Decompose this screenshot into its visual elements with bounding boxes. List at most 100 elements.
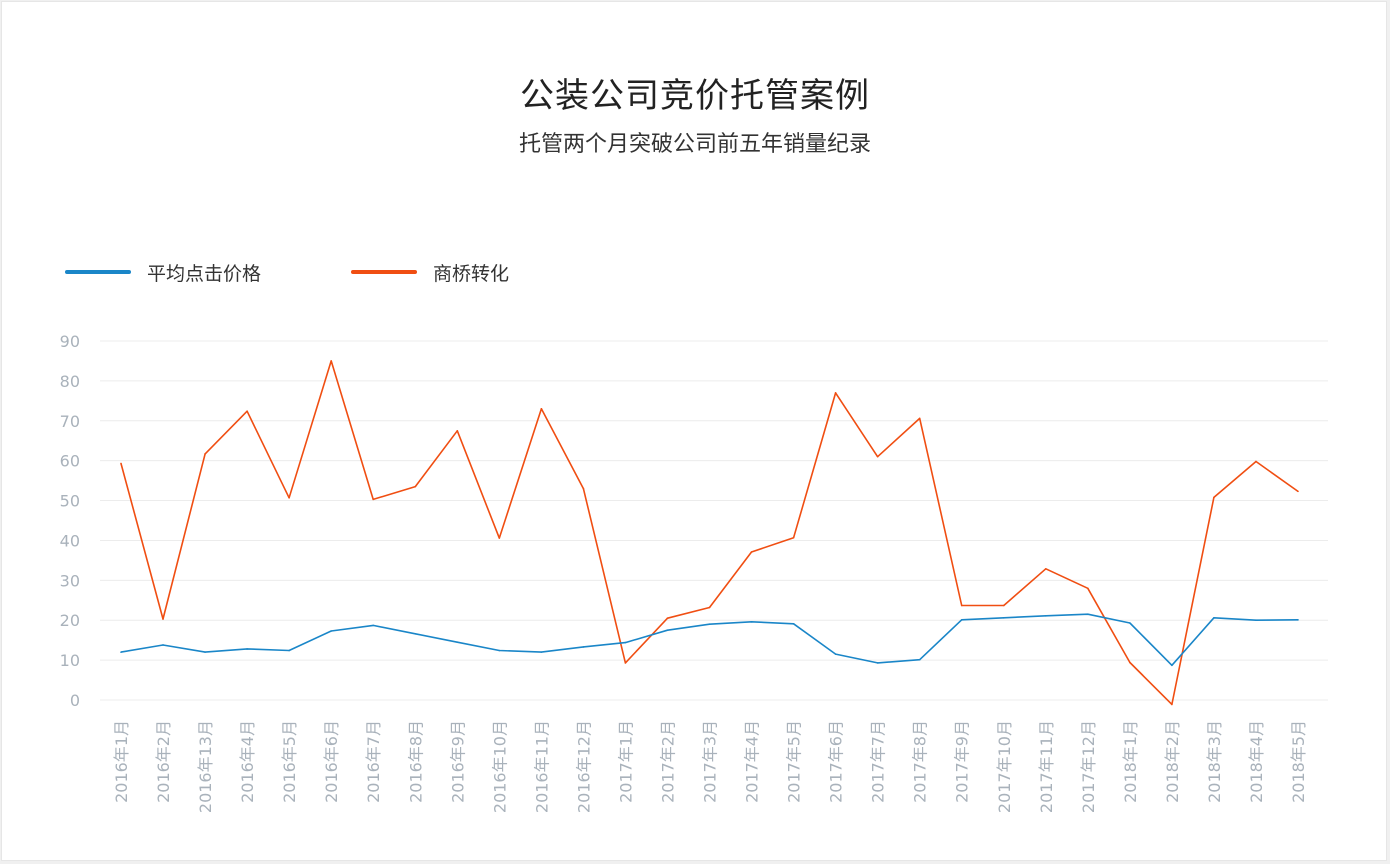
data-point-avg-click-price[interactable] <box>792 623 795 625</box>
series-lines <box>120 360 1299 706</box>
data-point-avg-click-price[interactable] <box>1002 617 1005 619</box>
data-point-avg-click-price[interactable] <box>750 621 753 623</box>
legend-item-avg-click-price[interactable]: 平均点击价格 <box>65 258 261 286</box>
data-point-avg-click-price[interactable] <box>582 646 585 648</box>
data-point-shangqiao-conversion[interactable] <box>582 487 585 490</box>
y-tick-label: 40 <box>60 531 80 550</box>
data-point-avg-click-price[interactable] <box>1129 622 1131 624</box>
chart-title: 公装公司竞价托管案例 <box>520 76 870 116</box>
data-point-avg-click-price[interactable] <box>414 632 417 635</box>
data-point-shangqiao-conversion[interactable] <box>1087 587 1089 590</box>
data-point-avg-click-price[interactable] <box>330 630 332 632</box>
data-point-shangqiao-conversion[interactable] <box>876 455 879 458</box>
data-point-avg-click-price[interactable] <box>246 648 248 650</box>
data-point-shangqiao-conversion[interactable] <box>1002 604 1005 607</box>
x-tick-label: 2016年2月 <box>154 720 173 803</box>
y-tick-label: 60 <box>60 452 80 471</box>
x-tick-label: 2016年11月 <box>532 720 551 813</box>
data-point-avg-click-price[interactable] <box>960 619 963 621</box>
x-tick-label: 2017年1月 <box>616 720 635 803</box>
data-point-shangqiao-conversion[interactable] <box>834 392 837 394</box>
data-point-avg-click-price[interactable] <box>204 651 206 653</box>
data-point-shangqiao-conversion[interactable] <box>162 618 164 620</box>
x-tick-label: 2016年4月 <box>238 720 257 803</box>
x-tick-label: 2018年3月 <box>1205 720 1224 803</box>
data-point-avg-click-price[interactable] <box>1255 619 1257 622</box>
data-point-shangqiao-conversion[interactable] <box>918 417 921 420</box>
data-point-avg-click-price[interactable] <box>162 644 164 646</box>
data-point-avg-click-price[interactable] <box>1297 619 1299 621</box>
data-point-avg-click-price[interactable] <box>1044 615 1047 617</box>
data-point-shangqiao-conversion[interactable] <box>540 408 543 410</box>
data-point-shangqiao-conversion[interactable] <box>1044 567 1047 570</box>
data-point-avg-click-price[interactable] <box>120 651 122 653</box>
x-tick-label: 2016年12月 <box>574 720 593 813</box>
data-point-avg-click-price[interactable] <box>624 641 627 644</box>
data-point-avg-click-price[interactable] <box>456 641 459 643</box>
legend-label-shangqiao-conversion: 商桥转化 <box>433 262 510 285</box>
data-point-shangqiao-conversion[interactable] <box>666 617 669 620</box>
x-tick-label: 2016年9月 <box>448 720 467 803</box>
data-point-shangqiao-conversion[interactable] <box>1171 703 1173 706</box>
data-point-shangqiao-conversion[interactable] <box>792 536 795 539</box>
data-point-shangqiao-conversion[interactable] <box>456 429 459 432</box>
x-tick-label: 2016年13月 <box>196 720 215 813</box>
x-tick-label: 2017年12月 <box>1079 720 1098 813</box>
data-point-shangqiao-conversion[interactable] <box>288 496 290 499</box>
data-point-shangqiao-conversion[interactable] <box>708 606 711 609</box>
data-point-shangqiao-conversion[interactable] <box>246 410 248 413</box>
data-point-shangqiao-conversion[interactable] <box>1129 661 1131 664</box>
data-point-avg-click-price[interactable] <box>876 662 879 664</box>
data-point-shangqiao-conversion[interactable] <box>750 551 753 553</box>
data-point-avg-click-price[interactable] <box>372 624 375 627</box>
y-axis-ticks: 0 10 20 30 40 50 60 70 80 90 <box>60 332 80 710</box>
data-point-avg-click-price[interactable] <box>918 658 921 661</box>
data-point-shangqiao-conversion[interactable] <box>204 453 206 455</box>
data-point-shangqiao-conversion[interactable] <box>1297 490 1299 493</box>
data-point-shangqiao-conversion[interactable] <box>498 537 501 539</box>
y-tick-label: 30 <box>60 571 80 590</box>
x-tick-label: 2017年6月 <box>827 720 846 803</box>
data-point-avg-click-price[interactable] <box>1171 664 1173 667</box>
data-point-shangqiao-conversion[interactable] <box>624 662 627 664</box>
y-tick-label: 0 <box>70 691 80 710</box>
series-line-avg-click-price[interactable] <box>120 613 1299 667</box>
y-tick-label: 20 <box>60 611 80 630</box>
data-point-shangqiao-conversion[interactable] <box>960 604 963 607</box>
x-tick-label: 2016年5月 <box>280 720 299 803</box>
x-tick-label: 2018年2月 <box>1163 720 1182 803</box>
data-point-avg-click-price[interactable] <box>708 623 711 626</box>
x-tick-label: 2017年2月 <box>658 720 677 803</box>
data-point-avg-click-price[interactable] <box>834 653 837 655</box>
data-point-shangqiao-conversion[interactable] <box>120 462 122 465</box>
x-tick-label: 2016年8月 <box>406 720 425 803</box>
legend-item-shangqiao-conversion[interactable]: 商桥转化 <box>351 258 509 286</box>
data-point-shangqiao-conversion[interactable] <box>1255 460 1257 463</box>
data-point-avg-click-price[interactable] <box>1087 613 1089 616</box>
x-tick-label: 2018年5月 <box>1289 720 1308 803</box>
data-point-avg-click-price[interactable] <box>540 651 543 653</box>
data-point-avg-click-price[interactable] <box>1213 617 1215 619</box>
x-tick-label: 2017年4月 <box>743 720 762 803</box>
x-tick-label: 2017年7月 <box>869 720 888 803</box>
data-point-avg-click-price[interactable] <box>288 649 290 652</box>
x-tick-label: 2017年11月 <box>1037 720 1056 813</box>
y-tick-label: 80 <box>60 372 80 391</box>
x-tick-label: 2018年1月 <box>1121 720 1140 803</box>
data-point-avg-click-price[interactable] <box>498 649 501 652</box>
x-tick-label: 2016年7月 <box>364 720 383 803</box>
y-tick-label: 70 <box>60 412 80 431</box>
data-point-shangqiao-conversion[interactable] <box>1213 496 1215 499</box>
x-tick-label: 2017年10月 <box>995 720 1014 813</box>
x-tick-label: 2016年1月 <box>112 720 131 803</box>
data-point-shangqiao-conversion[interactable] <box>414 485 417 488</box>
y-tick-label: 10 <box>60 651 80 670</box>
x-tick-label: 2017年3月 <box>701 720 720 803</box>
x-tick-label: 2018年4月 <box>1247 720 1266 803</box>
data-point-avg-click-price[interactable] <box>666 629 669 631</box>
y-tick-label: 50 <box>60 492 80 511</box>
data-point-shangqiao-conversion[interactable] <box>372 498 375 501</box>
data-point-shangqiao-conversion[interactable] <box>330 360 332 362</box>
series-line-shangqiao-conversion[interactable] <box>120 360 1299 706</box>
